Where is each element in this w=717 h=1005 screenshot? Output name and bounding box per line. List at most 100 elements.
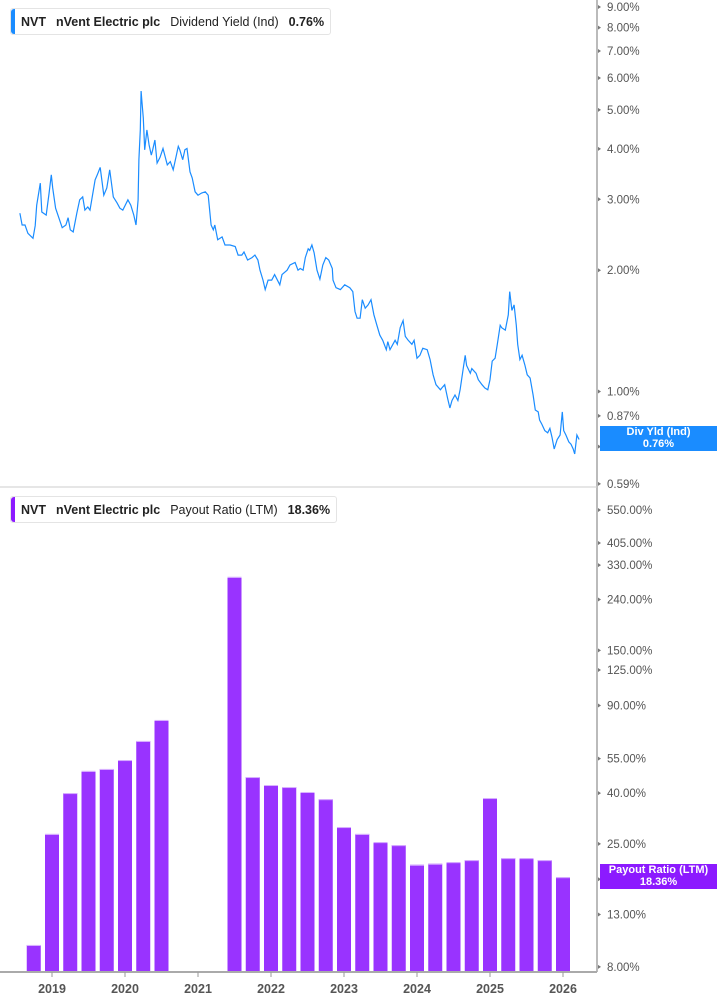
payout-bar [99, 768, 114, 971]
y-tick-label: 9.00% [607, 2, 640, 14]
y-tick-label: 40.00% [607, 788, 646, 800]
y-tick-label: 90.00% [607, 700, 646, 712]
y-tick-label: 25.00% [607, 839, 646, 851]
payout-bar-cap [373, 842, 388, 844]
payout-bar-cap [519, 858, 534, 860]
payout-bar-cap [501, 858, 516, 860]
y-tick-mark [598, 268, 601, 273]
payout-bar [136, 740, 151, 971]
y-tick-mark [598, 197, 601, 202]
payout-bar [26, 944, 41, 971]
y-tick-label: 0.87% [607, 411, 640, 423]
payout-bar-cap [391, 845, 406, 847]
y-tick-mark [598, 541, 601, 546]
payout-bar-cap [63, 793, 78, 795]
y-tick-mark [598, 703, 601, 708]
y-tick-mark [598, 48, 601, 53]
payout-bar [464, 860, 479, 971]
series-color-marker [11, 9, 15, 34]
metric-value: 18.36% [287, 502, 331, 517]
y-tick-label: 240.00% [607, 595, 652, 607]
payout-bar-cap [264, 785, 278, 787]
y-tick-mark [598, 146, 601, 151]
payout-bar-cap [446, 862, 461, 864]
y-tick-label: 1.00% [607, 387, 640, 399]
y-tick-mark [598, 508, 601, 512]
x-tick-label: 2025 [476, 982, 504, 996]
y-tick-label: 330.00% [607, 560, 652, 572]
y-tick-label: 4.00% [607, 144, 640, 156]
payout-bar-cap [556, 877, 570, 879]
top-legend: NVT nVent Electric plc Dividend Yield (I… [10, 8, 332, 35]
series-color-marker [11, 497, 15, 522]
payout-bar [391, 845, 406, 971]
tag-label: Div Yld (Ind) [626, 426, 691, 438]
payout-bar [519, 858, 534, 971]
payout-bar-cap [245, 777, 260, 779]
payout-bar-cap [318, 799, 333, 801]
y-tick-mark [598, 841, 601, 846]
y-tick-mark [598, 756, 601, 761]
y-tick-label: 8.00% [607, 23, 640, 35]
payout-bar [373, 842, 388, 971]
payout-bar [300, 791, 315, 971]
company-name: nVent Electric plc [56, 14, 161, 29]
payout-bar-cap [118, 760, 132, 762]
y-tick-label: 405.00% [607, 538, 652, 550]
x-tick-label: 2022 [257, 982, 285, 996]
y-tick-label: 150.00% [607, 645, 652, 657]
payout-bar [245, 777, 260, 971]
payout-bar-cap [227, 576, 242, 578]
y-tick-mark [598, 791, 601, 796]
payout-bar-cap [282, 787, 297, 789]
y-tick-mark [598, 964, 601, 969]
payout-bar [446, 862, 461, 971]
payout-bar-cap [337, 827, 351, 829]
metric-name: Dividend Yield (Ind) [170, 14, 279, 29]
x-tick-label: 2024 [403, 982, 431, 996]
y-tick-label: 5.00% [607, 105, 640, 117]
metric-value: 0.76% [288, 14, 325, 29]
payout-bar [501, 858, 516, 971]
y-tick-mark [598, 25, 601, 30]
payout-bar [282, 787, 297, 971]
payout-bar [337, 827, 351, 971]
y-tick-mark [598, 5, 601, 9]
payout-bar-cap [464, 860, 479, 862]
payout-bar [428, 863, 443, 971]
bottom-legend: NVT nVent Electric plc Payout Ratio (LTM… [10, 496, 338, 523]
y-tick-mark [598, 413, 601, 418]
dividend-yield-line [19, 90, 580, 455]
tag-value: 18.36% [639, 875, 678, 888]
payout-bar [410, 864, 424, 971]
current-yield-tag: Div Yld (Ind) 0.76% [600, 426, 717, 451]
y-tick-label: 3.00% [607, 194, 640, 206]
y-tick-mark [598, 481, 601, 486]
y-tick-mark [598, 444, 601, 449]
current-payout-tag: Payout Ratio (LTM) 18.36% [600, 864, 717, 889]
tag-label: Payout Ratio (LTM) [608, 864, 709, 876]
payout-bar-cap [537, 860, 552, 862]
payout-bar [556, 877, 570, 971]
payout-bar-cap [45, 833, 59, 835]
payout-bar-cap [81, 770, 96, 772]
y-tick-mark [598, 648, 601, 653]
y-tick-label: 55.00% [607, 754, 646, 766]
y-tick-mark [598, 877, 601, 882]
payout-bar-cap [26, 944, 41, 946]
company-name: nVent Electric plc [56, 502, 161, 517]
x-tick-label: 2021 [184, 982, 212, 996]
payout-bar [45, 833, 59, 971]
y-tick-mark [598, 107, 601, 112]
y-tick-mark [598, 389, 601, 394]
payout-bar [63, 793, 78, 971]
y-tick-mark [598, 912, 601, 917]
ticker: NVT [21, 14, 46, 29]
x-tick-label: 2019 [38, 982, 66, 996]
payout-bar-cap [428, 863, 443, 865]
y-tick-label: 2.00% [607, 265, 640, 277]
payout-bar [483, 798, 497, 971]
payout-bar [118, 760, 132, 971]
y-tick-label: 0.59% [607, 479, 640, 491]
